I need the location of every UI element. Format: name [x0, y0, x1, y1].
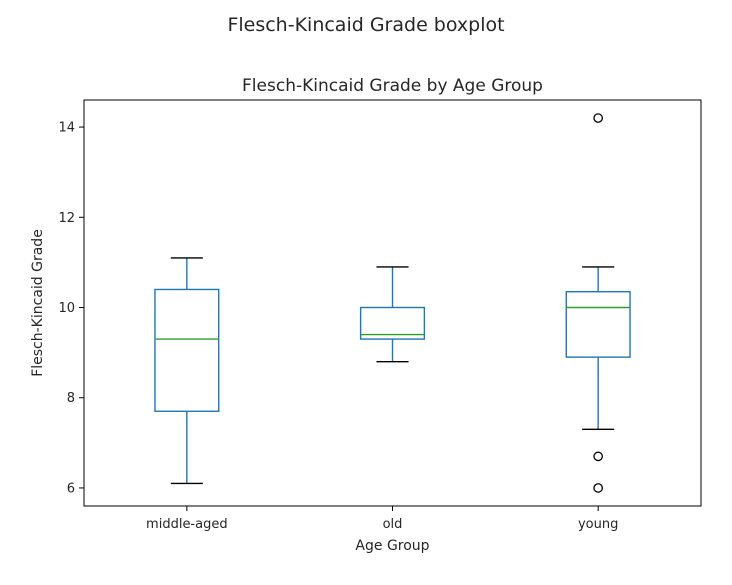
chart-title: Flesch-Kincaid Grade by Age Group: [242, 76, 543, 96]
y-axis-label: Flesch-Kincaid Grade: [30, 229, 46, 377]
y-tick-label: 8: [67, 391, 75, 406]
x-axis: middle-aged old young: [146, 506, 618, 532]
outlier-point: [593, 113, 604, 123]
x-tick-label: old: [383, 517, 403, 532]
outlier-point: [593, 483, 604, 493]
plot-area: 6 8 10 12 14 middle-aged old young: [58, 99, 702, 532]
y-tick-label: 10: [58, 301, 75, 316]
box-iqr: [359, 306, 426, 340]
y-tick-label: 14: [58, 121, 75, 136]
y-tick-label: 6: [67, 481, 75, 496]
x-tick-label: young: [578, 517, 618, 532]
box-group-middle-aged: [154, 257, 220, 485]
y-tick-label: 12: [58, 211, 75, 226]
box-iqr: [565, 291, 631, 358]
figure-suptitle: Flesch-Kincaid Grade boxplot: [227, 14, 504, 36]
box-group-old: [359, 266, 426, 363]
boxplot-series: [154, 113, 631, 493]
box-group-young: [565, 113, 631, 493]
x-tick-label: middle-aged: [146, 517, 228, 532]
box-iqr: [154, 288, 220, 412]
outlier-point: [593, 451, 604, 462]
y-axis: 6 8 10 12 14: [58, 121, 84, 496]
x-axis-label: Age Group: [355, 538, 429, 554]
